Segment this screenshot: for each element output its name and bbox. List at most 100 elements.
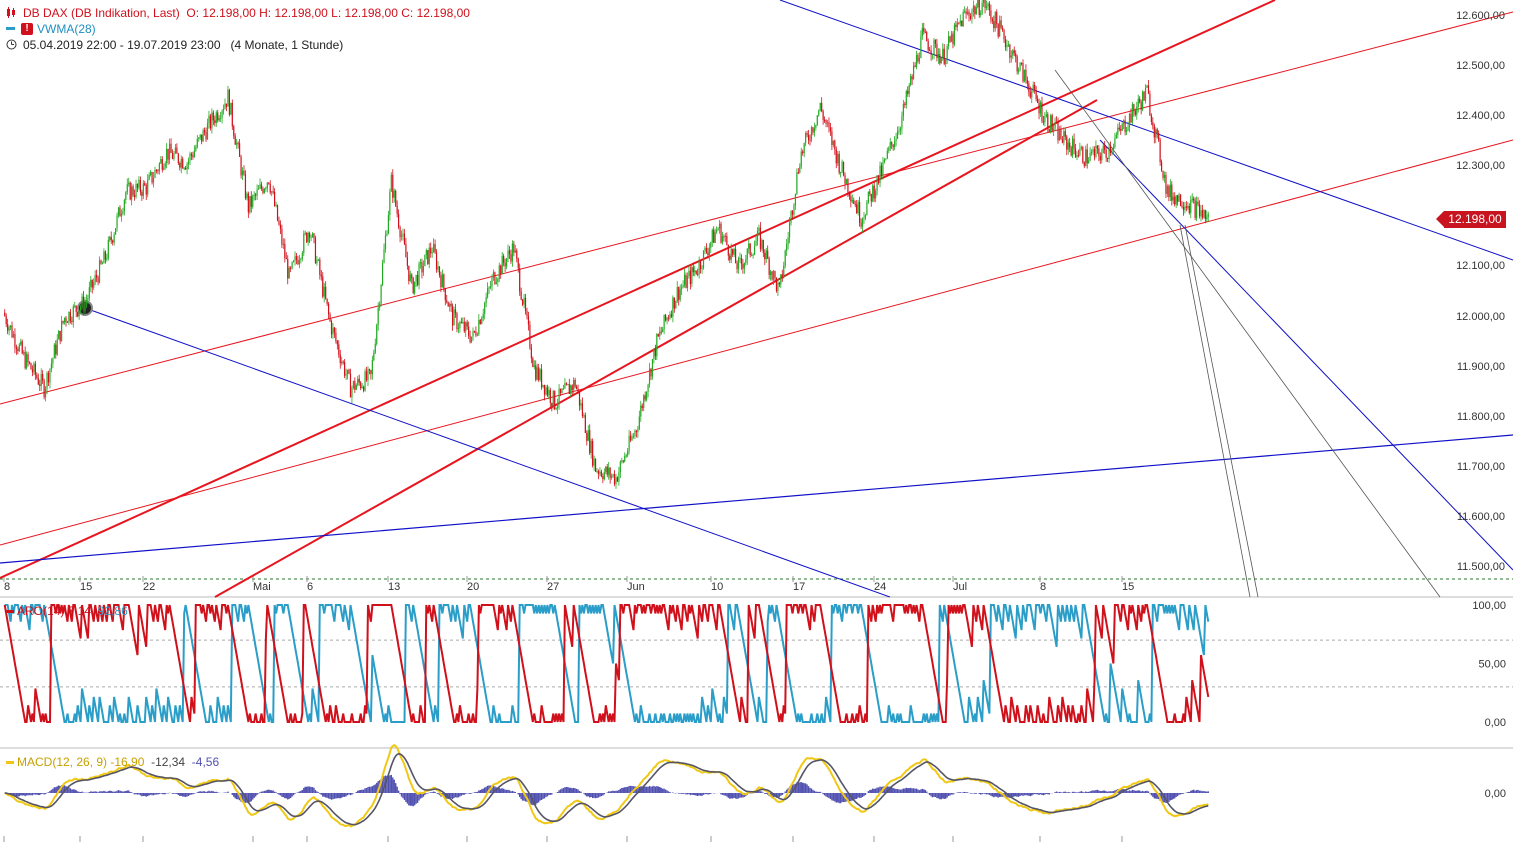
candle-body <box>313 233 315 239</box>
candle-body <box>82 296 85 312</box>
candle-body <box>711 229 713 243</box>
candle-body <box>217 112 219 121</box>
candle-body <box>1159 139 1161 162</box>
candle-body <box>904 103 906 105</box>
trend-line-red <box>0 11 1513 405</box>
candle-body <box>30 363 32 370</box>
candle-body <box>1153 125 1155 138</box>
candle-body <box>869 191 871 194</box>
candle-body <box>1004 39 1007 48</box>
indicator-legend[interactable]: ! VWMA(28) <box>6 21 96 36</box>
candle-body <box>1197 201 1199 204</box>
candle-body <box>433 244 435 253</box>
aroon-legend[interactable]: ARO(14) 7,14 92,86 <box>6 604 128 618</box>
candle-body <box>1095 145 1097 157</box>
macd-legend[interactable]: MACD(12, 26, 9) -16,90 -12,34 -4,56 <box>6 755 219 769</box>
candle-body <box>40 373 42 386</box>
candle-body <box>360 382 362 388</box>
candle-body <box>985 6 988 8</box>
candle-body <box>1152 122 1154 126</box>
candle-body <box>405 243 407 258</box>
candle-body <box>478 319 480 335</box>
candle-body <box>198 137 200 140</box>
candle-body <box>558 388 560 405</box>
candle-body <box>640 405 642 417</box>
candle-body <box>923 27 925 32</box>
candle-body <box>462 322 464 324</box>
candle-body <box>678 286 680 300</box>
candle-body <box>206 123 209 140</box>
candle-body <box>1102 145 1104 153</box>
candle-body <box>1076 155 1078 157</box>
candle-body <box>644 395 646 400</box>
candle-body <box>739 257 741 259</box>
candle-body <box>605 466 607 473</box>
candle-body <box>1088 160 1090 164</box>
macd-hist-value: -4,56 <box>191 755 220 769</box>
candle-body <box>456 313 458 329</box>
candle-body <box>290 267 292 269</box>
candle-body <box>91 279 93 288</box>
trend-line-blue <box>84 307 891 598</box>
candle-body <box>751 254 753 256</box>
candle-body <box>1139 98 1141 103</box>
candle-body <box>729 255 731 260</box>
candle-body <box>1045 114 1047 117</box>
candle-body <box>1188 206 1190 213</box>
candle-body <box>291 261 293 269</box>
warning-icon[interactable]: ! <box>21 22 33 35</box>
candle-body <box>37 377 39 385</box>
candle-body <box>879 165 881 183</box>
candle-body <box>950 33 953 42</box>
indicator-name[interactable]: VWMA(28) <box>37 21 96 36</box>
candle-body <box>1144 87 1147 101</box>
candle-body <box>561 389 563 394</box>
trend-line-grey <box>1179 224 1251 598</box>
candle-body <box>74 305 76 307</box>
candle-body <box>635 430 638 433</box>
candle-body <box>104 251 106 260</box>
instrument-name[interactable]: DB DAX (DB Indikation, Last) <box>23 5 180 20</box>
candle-body <box>625 455 627 457</box>
candle-body <box>624 455 626 462</box>
candle-body <box>339 354 341 364</box>
trend-lines[interactable] <box>0 0 1513 598</box>
candle-body <box>686 275 689 288</box>
candle-body <box>1105 150 1107 158</box>
candle-body <box>650 368 652 377</box>
candle-body <box>596 471 598 473</box>
candle-body <box>847 178 849 193</box>
candle-body <box>907 91 909 94</box>
candle-body <box>619 461 621 473</box>
candle-body <box>797 172 799 174</box>
candle-body <box>1131 104 1134 123</box>
price-tick-label: 11.600,00 <box>1456 510 1505 523</box>
chart-grid <box>0 576 1513 842</box>
candle-body <box>31 369 34 373</box>
clock-icon <box>6 39 17 50</box>
candle-body <box>536 367 538 380</box>
candle-body <box>1018 69 1020 72</box>
candle-body <box>608 467 610 475</box>
candle-body <box>24 352 26 369</box>
candle-body <box>1201 210 1204 218</box>
candle-body <box>236 143 238 145</box>
candle-body <box>103 251 105 264</box>
candle-body <box>115 228 117 235</box>
time-tick-label: 24 <box>874 581 887 593</box>
candle-body <box>1195 201 1198 218</box>
candle-body <box>1162 170 1164 178</box>
candle-body <box>271 191 273 193</box>
candle-body <box>497 278 499 283</box>
candle-body <box>901 116 903 129</box>
candle-body <box>713 229 715 243</box>
candle-body <box>794 193 797 206</box>
candle-body <box>580 403 582 406</box>
candle-body <box>265 188 267 190</box>
candle-body <box>1203 210 1205 218</box>
candle-body <box>336 341 338 345</box>
candle-body <box>717 228 719 231</box>
candle-body <box>589 430 591 454</box>
candle-body <box>911 76 913 80</box>
